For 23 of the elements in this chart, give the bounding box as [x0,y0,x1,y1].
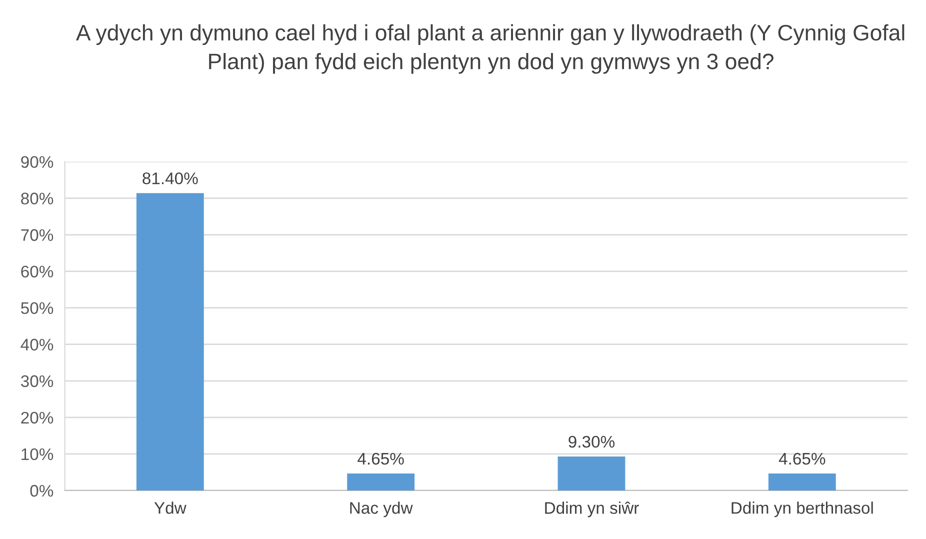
y-tick-label: 70% [21,229,54,241]
data-label: 4.65% [358,452,404,465]
y-tick-label: 20% [21,412,54,424]
y-tick-label: 90% [21,156,54,168]
data-label: 4.65% [778,452,826,465]
y-tick-label: 0% [30,484,54,497]
x-tick-label: Ydw [154,502,186,514]
bar [558,456,626,490]
bar [136,193,204,490]
data-label: 9.30% [568,436,615,448]
x-tick-label: Ddim yn siŵr [545,502,639,518]
bar [347,474,415,490]
y-tick-label: 10% [22,448,54,460]
y-tick-label: 60% [21,266,54,278]
x-tick-label: Nac ydw [350,502,413,518]
chart-title: A ydych yn dymuno cael hyd i ofal plant a ariennir gan y llywodraeth (Y Cynnig Gofal Plant) pan fydd eich plentyn yn dod yn gymwys yn 3 oed? [76,24,904,74]
y-tick-label: 50% [21,302,54,314]
bar [768,474,836,490]
data-label: 81.40% [142,172,198,184]
y-tick-label: 80% [21,192,54,204]
y-tick-label: 40% [20,338,54,351]
y-tick-label: 30% [20,375,54,388]
x-tick-label: Ddim yn berthnasol [732,502,873,518]
